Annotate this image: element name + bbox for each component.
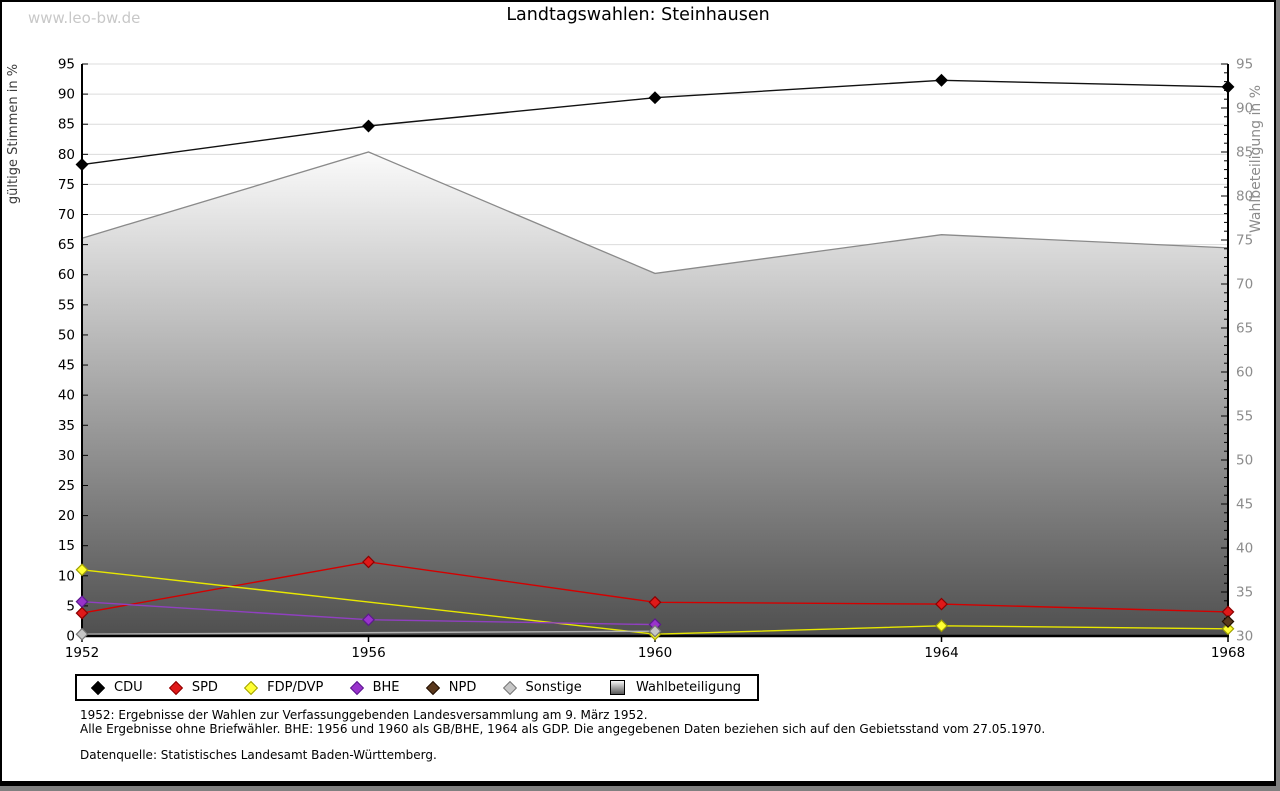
left-tick-label: 30 <box>58 448 75 464</box>
legend-item-fdp-dvp: FDP/DVP <box>244 680 324 695</box>
legend-label: Wahlbeteiligung <box>635 680 741 695</box>
right-tick-label: 55 <box>1236 409 1253 425</box>
right-tick-label: 30 <box>1236 629 1253 645</box>
left-axis-title: gültige Stimmen in % <box>6 64 21 204</box>
spd-point <box>362 555 375 569</box>
sonstige-point <box>648 624 662 638</box>
left-tick-label: 75 <box>58 177 75 193</box>
left-tick-label: 70 <box>58 207 75 223</box>
right-tick-label: 45 <box>1236 497 1253 513</box>
fdp-dvp-line <box>81 569 1229 635</box>
spd-point <box>75 606 89 620</box>
sonstige-point <box>75 627 89 641</box>
cdu-point <box>362 119 375 133</box>
right-tick-label: 90 <box>1236 101 1253 117</box>
bhe-point <box>75 595 89 609</box>
wahlbeteiligung-marker-icon <box>609 680 625 695</box>
legend-label: NPD <box>448 680 477 695</box>
left-tick-label: 10 <box>58 568 75 584</box>
legend: CDU SPD FDP/DVP BHE NPD Sonstige Wahlbeteiligu… <box>75 674 759 701</box>
legend-label: FDP/DVP <box>267 680 324 695</box>
left-tick-label: 15 <box>58 538 75 554</box>
cdu-point <box>648 91 662 105</box>
legend-item-spd: SPD <box>168 680 218 695</box>
legend-label: CDU <box>114 680 143 695</box>
bhe-marker-icon <box>349 680 364 695</box>
footnote-source: Datenquelle: Statistisches Landesamt Bad… <box>80 748 437 762</box>
footnotes: 1952: Ergebnisse der Wahlen zur Verfassu… <box>80 708 1046 763</box>
left-tick-label: 5 <box>66 598 75 614</box>
fdp-dvp-point <box>935 619 948 633</box>
footnote-line-2: Alle Ergebnisse ohne Briefwähler. BHE: 1… <box>80 721 1046 736</box>
spd-marker-icon <box>168 680 183 695</box>
left-tick-label: 40 <box>58 388 75 404</box>
wahlbeteiligung-area <box>81 151 1229 637</box>
cdu-marker-icon <box>90 680 106 695</box>
spd-point <box>935 597 948 611</box>
right-tick-label: 60 <box>1236 365 1253 381</box>
fdp-dvp-marker-icon <box>244 680 259 695</box>
right-tick-label: 70 <box>1236 277 1253 293</box>
legend-label: SPD <box>191 680 218 695</box>
left-tick-label: 65 <box>58 237 75 253</box>
sonstige-line <box>81 630 656 635</box>
chart-svg: 0 5 10 15 20 25 30 35 40 45 50 55 60 65 70 75 80 85 90 95 30… <box>6 57 1264 662</box>
left-tick-label: 20 <box>58 508 75 524</box>
left-tick-label: 60 <box>58 267 75 283</box>
legend-label: Sonstige <box>525 680 582 695</box>
x-tick-label: 1956 <box>351 645 385 661</box>
left-tick-label: 45 <box>58 358 75 374</box>
npd-marker-icon <box>425 680 440 695</box>
fdp-dvp-point <box>75 563 89 577</box>
watermark: www.leo-bw.de <box>28 9 141 27</box>
right-tick-label: 50 <box>1236 453 1253 469</box>
npd-point <box>1221 615 1235 628</box>
right-tick-label: 85 <box>1236 145 1253 161</box>
left-tick-label: 55 <box>58 297 75 313</box>
right-axis-title: Wahlbeteiligung in % <box>1248 85 1264 233</box>
left-tick-label: 35 <box>58 418 75 434</box>
chart: 0 5 10 15 20 25 30 35 40 45 50 55 60 65 70 75 80 85 90 95 30… <box>2 2 1274 781</box>
cdu-point <box>1221 80 1235 94</box>
cdu-point <box>75 158 89 172</box>
left-tick-label: 85 <box>58 117 75 133</box>
left-tick-label: 95 <box>58 57 75 73</box>
right-tick-label: 95 <box>1236 57 1253 73</box>
cdu-point <box>935 73 948 87</box>
x-tick-label: 1952 <box>65 645 99 661</box>
right-tick-label: 40 <box>1236 541 1253 557</box>
bhe-point <box>362 613 375 627</box>
right-tick-label: 75 <box>1236 233 1253 249</box>
x-tick-label: 1968 <box>1211 645 1245 661</box>
legend-item-cdu: CDU <box>90 680 143 695</box>
legend-item-bhe: BHE <box>349 680 400 695</box>
legend-item-sonstige: Sonstige <box>502 680 582 695</box>
legend-label: BHE <box>372 680 400 695</box>
left-tick-label: 0 <box>66 629 75 645</box>
x-tick-label: 1960 <box>638 645 672 661</box>
legend-item-wahlbeteiligung: Wahlbeteiligung <box>609 680 741 695</box>
left-tick-label: 50 <box>58 327 75 343</box>
right-tick-label: 80 <box>1236 189 1253 205</box>
page-title: Landtagswahlen: Steinhausen <box>506 5 770 25</box>
left-tick-label: 80 <box>58 147 75 163</box>
fdp-dvp-point <box>1221 622 1235 636</box>
footnote-line-1: 1952: Ergebnisse der Wahlen zur Verfassu… <box>80 708 648 722</box>
left-tick-label: 90 <box>58 87 75 103</box>
sonstige-marker-icon <box>502 680 517 695</box>
right-tick-label: 35 <box>1236 585 1253 601</box>
right-tick-label: 65 <box>1236 321 1253 337</box>
spd-point <box>648 595 662 609</box>
legend-item-npd: NPD <box>425 680 477 695</box>
x-tick-label: 1964 <box>924 645 958 661</box>
left-tick-label: 25 <box>58 478 75 494</box>
